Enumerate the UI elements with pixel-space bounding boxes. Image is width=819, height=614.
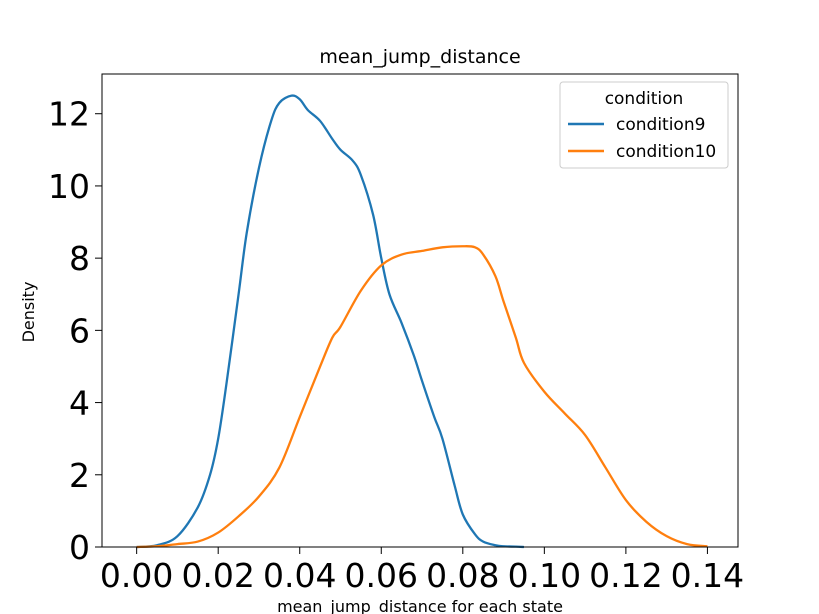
y-axis: 0 2 4 6 8 10 12 bbox=[48, 95, 102, 567]
y-tick-label: 10 bbox=[48, 167, 90, 206]
legend-box bbox=[559, 81, 729, 169]
x-tick-label: 0.02 bbox=[181, 556, 254, 595]
x-tick-label: 0.08 bbox=[426, 556, 499, 595]
x-tick-label: 0.06 bbox=[345, 556, 418, 595]
y-tick-label: 12 bbox=[48, 95, 90, 134]
y-tick-label: 0 bbox=[69, 528, 90, 567]
y-tick-label: 4 bbox=[69, 384, 90, 423]
legend-label-condition10: condition10 bbox=[616, 142, 716, 162]
series-layer bbox=[136, 94, 708, 549]
x-tick-label: 0.10 bbox=[508, 556, 581, 595]
legend: condition condition9 condition10 bbox=[559, 81, 729, 169]
series-line-condition9 bbox=[136, 94, 525, 549]
y-axis-label: Density bbox=[19, 282, 38, 343]
x-axis: 0.00 0.02 0.04 0.06 0.08 0.10 0.12 0.14 bbox=[100, 547, 744, 595]
y-tick-label: 2 bbox=[69, 456, 90, 495]
series-line-condition10 bbox=[136, 245, 708, 549]
x-tick-label: 0.12 bbox=[589, 556, 662, 595]
x-tick-label: 0.04 bbox=[263, 556, 336, 595]
plot-frame bbox=[101, 73, 739, 548]
x-axis-label: mean_jump_distance for each state bbox=[277, 597, 563, 614]
x-tick-label: 0.14 bbox=[671, 556, 744, 595]
chart-title: mean_jump_distance bbox=[319, 46, 520, 68]
legend-label-condition9: condition9 bbox=[616, 115, 705, 135]
y-tick-label: 6 bbox=[69, 311, 90, 350]
x-tick-label: 0.00 bbox=[100, 556, 173, 595]
y-tick-label: 8 bbox=[69, 239, 90, 278]
legend-title: condition bbox=[605, 89, 684, 109]
